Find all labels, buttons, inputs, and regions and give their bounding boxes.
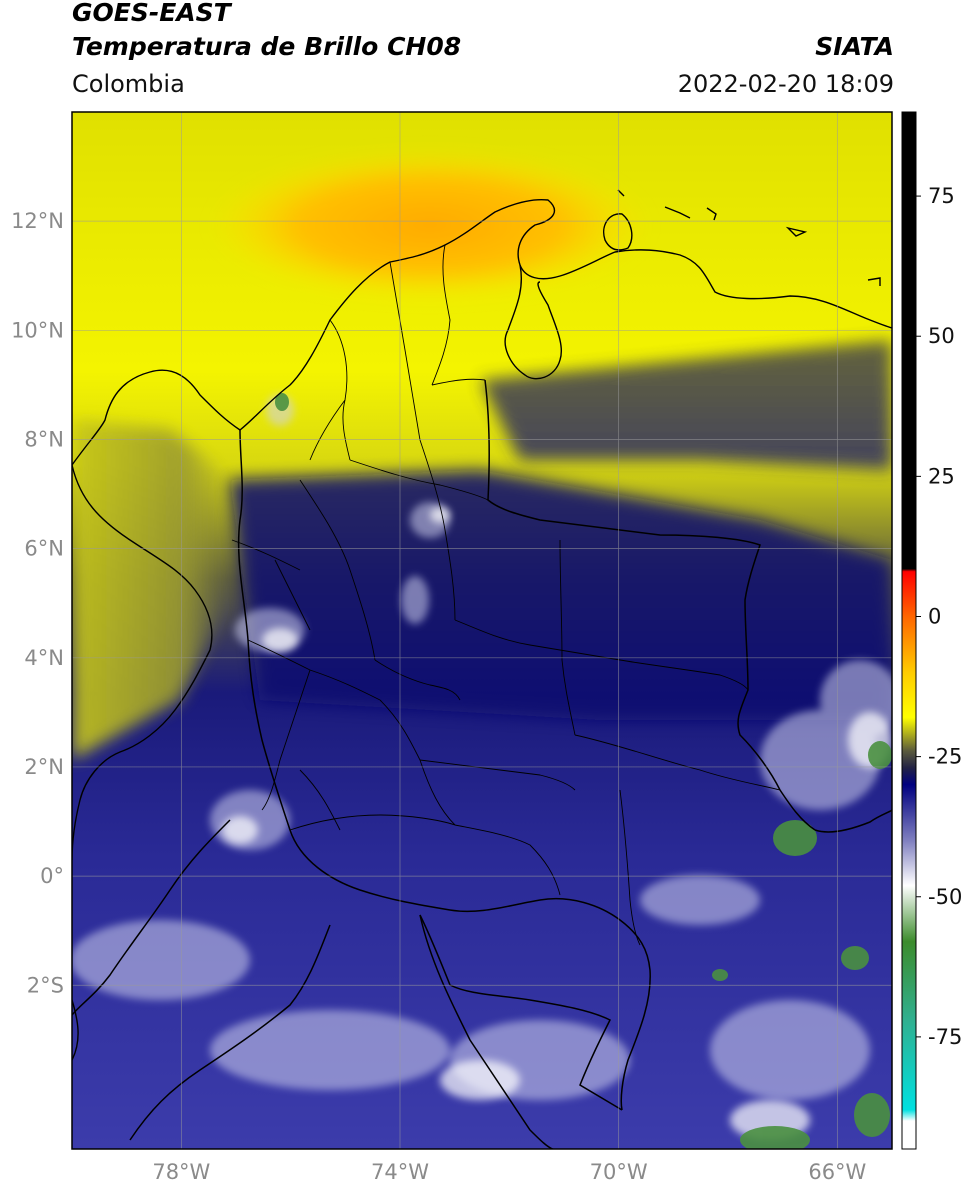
department-borders: [231, 244, 781, 946]
lon-tick-label: 70°W: [590, 1160, 648, 1184]
region-label: Colombia: [72, 70, 185, 98]
lon-tick-label: 74°W: [371, 1160, 429, 1184]
timestamp-label: 2022-02-20 18:09: [677, 70, 894, 98]
map-frame: [71, 111, 893, 1150]
brand-label: SIATA: [815, 32, 894, 61]
longitude-tick-labels: 78°W 74°W 70°W 66°W: [152, 1160, 866, 1184]
colorbar-tick-label: 25: [928, 464, 955, 488]
lat-tick-label: 2°N: [24, 755, 64, 779]
country-borders: [72, 379, 892, 1149]
colorbar-tick-label: -25: [928, 745, 962, 769]
lat-tick-label: 12°N: [11, 209, 64, 233]
colorbar-tick-label: -75: [928, 1025, 962, 1049]
brightness-temperature-field: [72, 112, 892, 1149]
lat-tick-label: 6°N: [24, 537, 64, 561]
lat-tick-label: 0°: [40, 864, 64, 888]
colorbar-tick-label: 0: [928, 604, 941, 628]
coastlines: [72, 189, 892, 1061]
title-product: Temperatura de Brillo CH08: [72, 32, 462, 61]
lon-tick-label: 78°W: [152, 1160, 210, 1184]
colorbar-tick-label: 75: [928, 184, 955, 208]
colorbar-tick-label: -50: [928, 885, 962, 909]
gridlines: [72, 112, 892, 1149]
colorbar: 75 50 25 0 -25 -50 -75: [901, 111, 962, 1150]
lon-tick-label: 66°W: [808, 1160, 866, 1184]
lat-tick-label: 4°N: [24, 646, 64, 670]
lat-tick-label: 2°S: [27, 973, 64, 997]
title-satellite: GOES-EAST: [72, 0, 231, 27]
lat-tick-label: 10°N: [11, 318, 64, 342]
latitude-tick-labels: 12°N 10°N 8°N 6°N 4°N 2°N 0° 2°S: [11, 209, 64, 997]
colorbar-tick-label: 50: [928, 324, 955, 348]
lat-tick-label: 8°N: [24, 427, 64, 451]
